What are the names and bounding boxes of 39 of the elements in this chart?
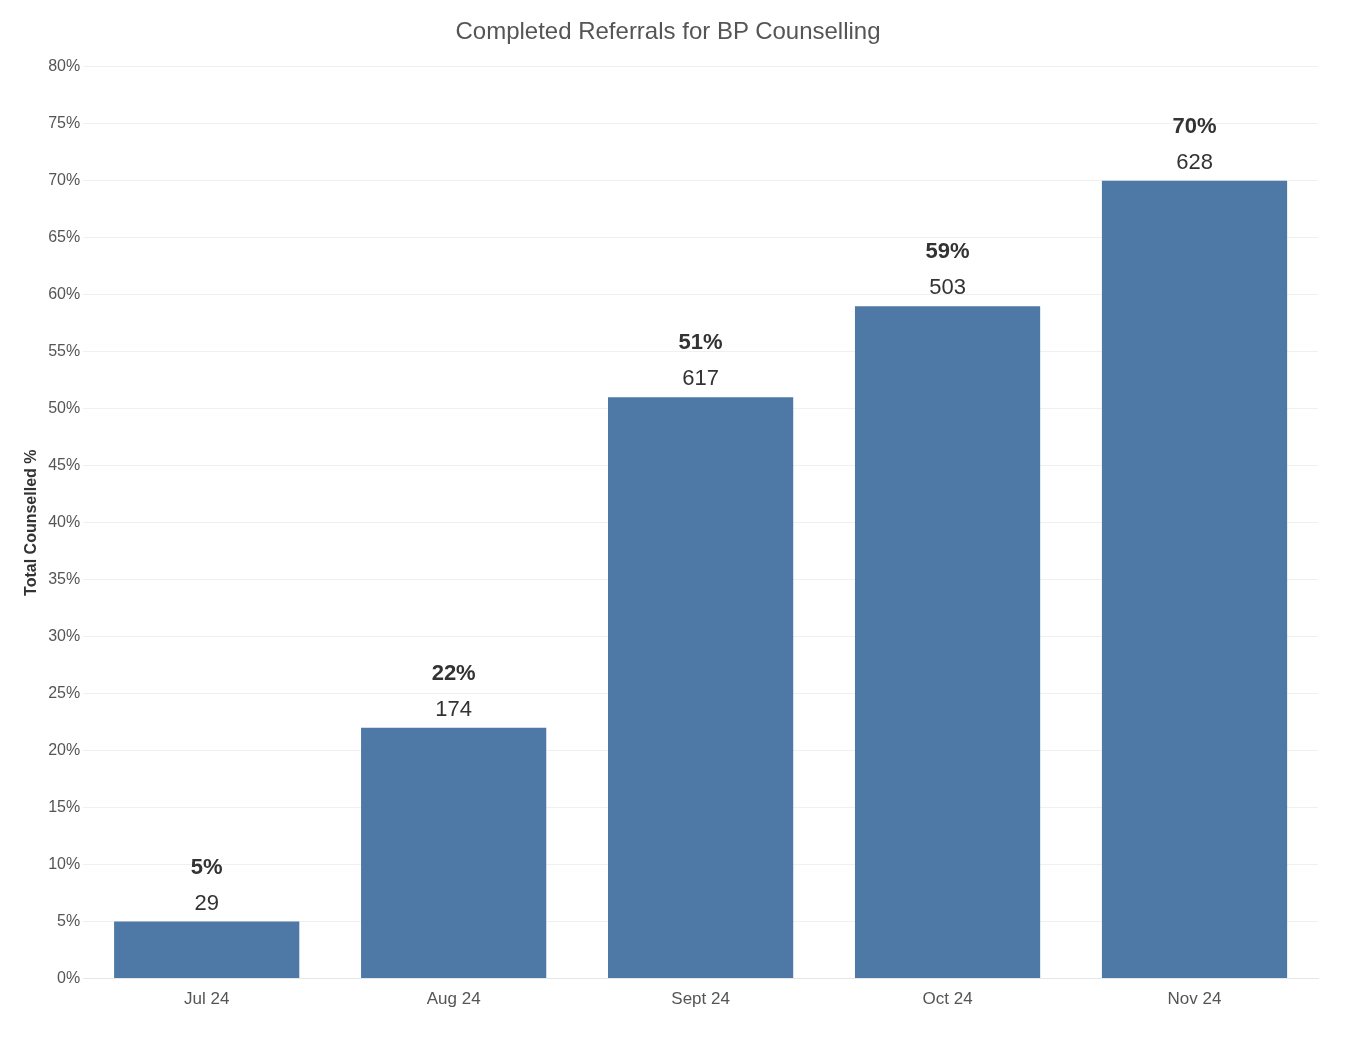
y-tick-label: 0% [57, 969, 81, 987]
y-tick-label: 50% [48, 399, 81, 417]
x-tick-label: Aug 24 [426, 989, 481, 1009]
x-tick-label: Oct 24 [922, 989, 973, 1009]
x-tick-label: Nov 24 [1167, 989, 1222, 1009]
y-tick-label: 15% [48, 798, 81, 816]
y-tick-label: 70% [48, 171, 81, 189]
data-label: 51% [678, 329, 723, 355]
y-tick-label: 45% [48, 456, 81, 474]
y-tick-label: 55% [48, 342, 81, 360]
y-tick-label: 75% [48, 114, 81, 132]
x-tick-label: Jul 24 [184, 989, 230, 1009]
bar [854, 306, 1041, 979]
y-tick-label: 60% [48, 285, 81, 303]
bar [114, 921, 300, 979]
data-label: 22% [431, 659, 476, 685]
x-tick-label: Sept 24 [671, 989, 730, 1009]
annotation: 628 [1176, 148, 1213, 174]
annotation: 174 [435, 695, 473, 721]
bar [361, 727, 547, 979]
data-label: 5% [190, 853, 223, 879]
data-label: 70% [1172, 112, 1217, 138]
y-tick-label: 25% [48, 684, 81, 702]
bar [1101, 180, 1288, 979]
data-label: 59% [925, 238, 970, 264]
chart-title: Completed Referrals for BP Counselling [455, 17, 881, 45]
y-tick-label: 5% [57, 912, 81, 930]
y-tick-label: 10% [48, 855, 81, 873]
annotation: 617 [682, 365, 719, 391]
annotation: 503 [929, 274, 966, 300]
y-tick-label: 30% [48, 627, 81, 645]
y-tick-label: 40% [48, 513, 81, 531]
bar [608, 397, 794, 979]
annotation: 29 [194, 889, 219, 915]
y-tick-label: 80% [48, 57, 81, 75]
y-tick-label: 35% [48, 570, 81, 588]
y-tick-label: 65% [48, 228, 81, 246]
y-tick-label: 20% [48, 741, 81, 759]
y-axis-title: Total Counselled % [22, 449, 40, 596]
